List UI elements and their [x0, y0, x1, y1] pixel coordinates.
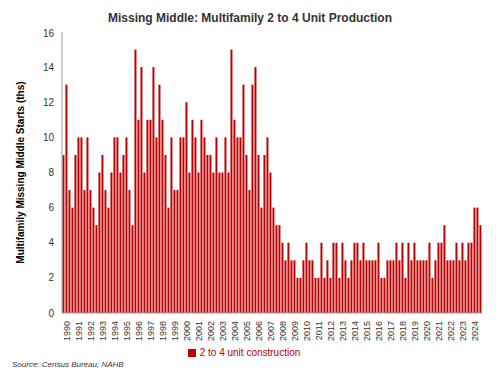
svg-text:2013: 2013 [338, 321, 348, 341]
svg-text:1995: 1995 [122, 321, 132, 341]
svg-text:1997: 1997 [146, 321, 156, 341]
svg-text:2007: 2007 [266, 321, 276, 341]
svg-text:8: 8 [48, 167, 54, 178]
html-text:2 to 4 unit construction: 2 to 4 unit construction [199, 347, 301, 358]
svg-text:0: 0 [48, 308, 54, 319]
svg-text:4: 4 [48, 237, 54, 248]
svg-text:2003: 2003 [218, 321, 228, 341]
svg-text:2019: 2019 [410, 321, 420, 341]
svg-text:2: 2 [48, 272, 54, 283]
svg-text:Multifamily Missing Middle Sta: Multifamily Missing Middle Starts (ths) [15, 81, 26, 263]
svg-text:12: 12 [43, 97, 55, 108]
svg-text:2017: 2017 [386, 321, 396, 341]
svg-text:2018: 2018 [398, 321, 408, 341]
svg-text:2009: 2009 [290, 321, 300, 341]
svg-text:2004: 2004 [230, 321, 240, 341]
svg-text:1993: 1993 [98, 321, 108, 341]
svg-text:2011: 2011 [314, 321, 324, 340]
svg-text:2005: 2005 [242, 321, 252, 341]
svg-text:6: 6 [48, 202, 54, 213]
svg-text:2023: 2023 [458, 321, 468, 341]
svg-text:2001: 2001 [194, 321, 204, 341]
svg-text:1999: 1999 [170, 321, 180, 341]
svg-text:2006: 2006 [254, 321, 264, 341]
svg-text:1994: 1994 [110, 321, 120, 341]
svg-text:2022: 2022 [446, 321, 456, 341]
svg-text:14: 14 [43, 62, 55, 73]
svg-text:2008: 2008 [278, 321, 288, 341]
svg-text:2016: 2016 [374, 321, 384, 341]
svg-text:2012: 2012 [326, 321, 336, 341]
svg-text:2010: 2010 [302, 321, 312, 341]
svg-text:10: 10 [43, 132, 55, 143]
svg-text:2002: 2002 [206, 321, 216, 341]
svg-text:2014: 2014 [350, 321, 360, 341]
html-text:Missing Middle: Multifamily 2: Missing Middle: Multifamily 2 to 4 Unit … [108, 11, 392, 25]
svg-text:16: 16 [43, 28, 55, 39]
svg-text:2000: 2000 [182, 321, 192, 341]
svg-text:1996: 1996 [134, 321, 144, 341]
html-text:Source: Census Bureau; NAHB: Source: Census Bureau; NAHB [12, 360, 124, 369]
svg-text:2021: 2021 [434, 321, 444, 341]
svg-text:1990: 1990 [62, 321, 72, 341]
svg-text:2015: 2015 [362, 321, 372, 341]
svg-text:2020: 2020 [422, 321, 432, 341]
svg-text:2024: 2024 [470, 321, 480, 341]
svg-text:1992: 1992 [86, 321, 96, 341]
svg-text:1998: 1998 [158, 321, 168, 341]
svg-text:1991: 1991 [74, 321, 84, 341]
